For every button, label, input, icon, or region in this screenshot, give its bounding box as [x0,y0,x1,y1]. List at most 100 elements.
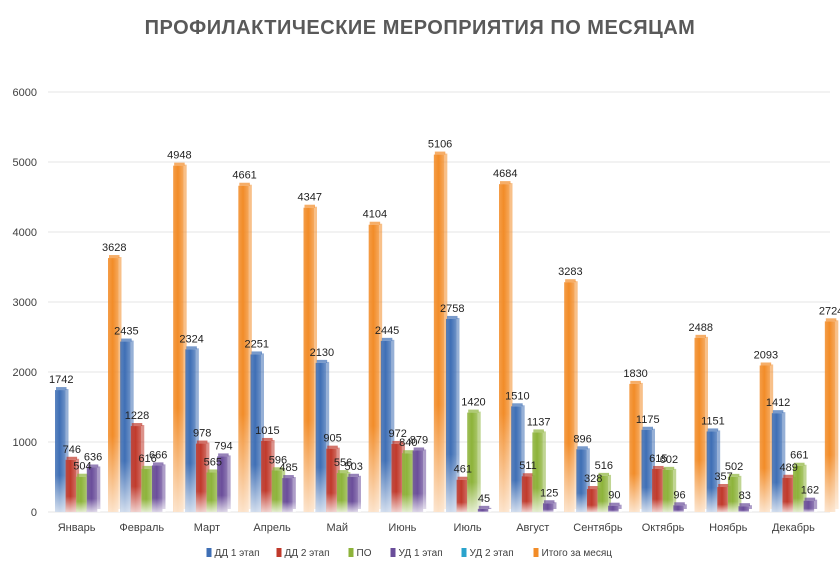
data-label: 978 [193,428,211,440]
data-label: 4347 [298,192,322,204]
legend[interactable]: ДД 1 этап ДД 2 этап ПО УД 1 этап УД 2 этап Ит… [206,548,613,559]
x-axis-ticks: Январь Февраль Март Апрель Май Июнь Июль Август… [58,522,815,534]
y-axis-ticks: 0 1000 2000 3000 4000 5000 6000 [13,87,37,519]
legend-label: УД 2 этап [470,548,514,559]
data-label: 83 [739,490,751,502]
y-tick-label: 0 [31,507,37,519]
x-tick-label: Октябрь [642,522,685,534]
bar [759,362,774,512]
x-tick-label: Апрель [253,522,291,534]
data-label: 485 [279,462,297,474]
bars [55,151,839,513]
bar [576,446,590,512]
data-label: 162 [801,485,819,497]
data-label: 840 [399,437,417,449]
bar [499,181,513,512]
legend-item[interactable]: ДД 2 этап [276,548,330,559]
bar [433,151,448,512]
legend-swatch [533,548,539,557]
bar [738,503,752,512]
bar [238,182,252,513]
data-label: 972 [389,428,407,440]
data-label: 3283 [558,266,582,278]
legend-label: УД 1 этап [399,548,443,559]
legend-item[interactable]: Итого за месяц [533,548,613,559]
bar [824,318,839,512]
data-label: 504 [73,461,91,473]
bar [250,351,264,512]
bar [803,497,818,512]
y-tick-label: 3000 [13,297,37,309]
data-label: 2324 [179,333,203,345]
data-label: 45 [478,493,490,505]
data-label: 90 [608,490,620,502]
data-label: 2130 [310,347,334,359]
data-label: 5106 [428,139,452,151]
bar [608,502,622,512]
x-tick-label: Январь [58,522,96,534]
legend-item[interactable]: УД 2 этап [461,548,514,559]
data-label: 615 [649,453,667,465]
legend-swatch [276,548,282,557]
data-label: 746 [63,444,81,456]
legend-item[interactable]: ПО [348,548,372,559]
data-label: 602 [660,454,678,466]
data-label: 905 [323,433,341,445]
bar [793,462,807,512]
bar [303,204,317,512]
bar [532,429,546,512]
data-label: 2093 [754,349,778,361]
bar [55,387,69,512]
chart-title: ПРОФИЛАКТИЧЕСКИЕ МЕРОПРИЯТИЯ ПО МЕСЯЦАМ [145,17,696,39]
legend-swatch [461,548,467,557]
bar [315,359,330,512]
bar [564,279,578,512]
bar [412,447,427,512]
bar [542,500,557,512]
bar [282,475,296,512]
bar [706,428,721,512]
data-label: 1151 [701,415,725,427]
bar [629,380,643,512]
data-label: 2445 [375,325,399,337]
legend-label: ПО [357,548,372,559]
data-label: 794 [214,440,232,452]
y-tick-label: 2000 [13,367,37,379]
bar [368,221,383,512]
x-tick-label: Сентябрь [573,522,623,534]
data-label: 96 [673,489,685,501]
data-label: 616 [138,453,156,465]
data-label: 2435 [114,326,138,338]
data-label: 125 [540,487,558,499]
bar [727,473,742,512]
y-tick-label: 4000 [13,227,37,239]
data-label: 4948 [167,150,191,162]
x-tick-label: Август [516,522,549,534]
data-label: 4661 [232,170,256,182]
legend-item[interactable]: ДД 1 этап [206,548,260,559]
y-tick-label: 6000 [13,87,37,99]
bar [597,472,612,512]
bar [511,403,525,512]
x-tick-label: Май [326,522,348,534]
bar [467,409,481,512]
bar [673,502,687,512]
bar [185,346,199,512]
data-label: 1137 [527,416,551,428]
data-label: 596 [269,454,287,466]
data-label: 556 [334,457,352,469]
x-tick-label: Март [194,522,220,534]
bar [217,453,231,512]
data-label: 1742 [49,374,73,386]
bar [694,334,708,512]
legend-item[interactable]: УД 1 этап [390,548,443,559]
data-label: 1830 [623,368,647,380]
y-tick-label: 1000 [13,437,37,449]
legend-swatch [348,548,354,557]
data-label: 565 [204,456,222,468]
data-label: 1228 [125,410,149,422]
bar [347,473,361,512]
data-label: 2251 [245,338,269,350]
